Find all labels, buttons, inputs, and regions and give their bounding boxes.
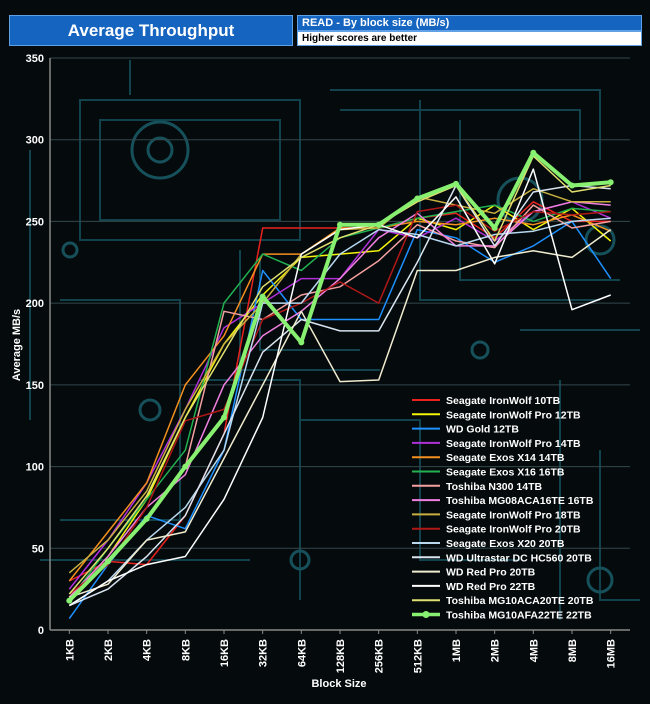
- legend-entry: Seagate IronWolf Pro 20TB: [446, 524, 581, 536]
- series-point: [66, 597, 73, 604]
- circuit-trace: [99, 119, 281, 221]
- y-tick-labels: 0 50 100 150 200 250 300 350: [26, 53, 44, 637]
- series-lines: [66, 149, 614, 620]
- circuit-trace: [419, 100, 600, 301]
- legend-entry: Seagate Exos X14 14TB: [446, 452, 565, 464]
- circuit-trace: [459, 120, 620, 281]
- circuit-trace: [60, 299, 181, 521]
- series-point: [491, 224, 498, 231]
- circuit-trace: [300, 419, 520, 561]
- x-tick-label: 64KB: [296, 639, 308, 667]
- legend-entry: Seagate IronWolf Pro 18TB: [446, 509, 581, 521]
- chart-note: Higher scores are better: [297, 31, 642, 46]
- series-line: [69, 184, 611, 607]
- legend-entry: WD Red Pro 22TB: [446, 581, 536, 593]
- y-tick-label: 200: [26, 298, 44, 310]
- legend-entry: WD Gold 12TB: [446, 424, 519, 436]
- x-tick-label: 2MB: [490, 639, 502, 662]
- x-tick-label: 2KB: [103, 639, 115, 661]
- legend-entry: Toshiba MG10AFA22TE 22TB: [446, 610, 592, 622]
- x-tick-label: 8MB: [567, 639, 579, 662]
- circuit-trace: [79, 99, 301, 241]
- legend-entry: Seagate Exos X16 16TB: [446, 467, 565, 479]
- legend-entry: WD Ultrastar DC HC560 20TB: [446, 552, 592, 564]
- legend-entry: Seagate IronWolf 10TB: [446, 395, 561, 407]
- y-tick-label: 50: [32, 543, 44, 555]
- series-point: [569, 182, 575, 189]
- y-gridlines: [50, 57, 630, 549]
- series-line: [68, 204, 611, 595]
- circuit-node: [470, 340, 490, 360]
- x-tick-label: 512KB: [412, 639, 424, 673]
- legend-marker: [422, 611, 430, 618]
- series-point: [414, 195, 421, 202]
- y-tick-label: 100: [26, 462, 44, 474]
- x-tick-label: 8KB: [180, 639, 192, 661]
- y-tick-label: 0: [38, 625, 44, 637]
- legend-entry: Seagate IronWolf Pro 14TB: [446, 438, 581, 450]
- series-line: [68, 217, 611, 607]
- y-tick-label: 150: [26, 380, 44, 392]
- x-tick-label: 256KB: [374, 639, 386, 673]
- x-tick-labels: 1KB 2KB 4KB 8KB 16KB 32KB 64KB 128KB 256KB 512KB 1…: [64, 639, 617, 673]
- series-point: [259, 293, 266, 300]
- legend-entry: Toshiba N300 14TB: [446, 481, 543, 493]
- circuit-trace: [200, 379, 301, 600]
- series-line: [68, 155, 611, 595]
- x-tick-label: 4MB: [528, 639, 540, 662]
- x-tick-label: 16KB: [219, 639, 231, 667]
- circuit-trace: [330, 89, 601, 160]
- series-point: [221, 414, 227, 421]
- series-point: [105, 558, 111, 565]
- chart-title: Average Throughput: [9, 15, 293, 46]
- legend-entry: Seagate Exos X20 20TB: [446, 538, 565, 550]
- circuit-node: [61, 241, 79, 259]
- x-tick-label: 1MB: [451, 639, 463, 662]
- background-circuit-decoration: [29, 60, 640, 620]
- legend: Seagate IronWolf 10TB Seagate IronWolf Pr…: [412, 395, 594, 622]
- series-point: [143, 515, 150, 522]
- circuit-trace: [599, 450, 640, 601]
- chart-subtitle: READ - By block size (MB/s): [297, 15, 642, 31]
- x-tick-label: 1KB: [64, 639, 76, 661]
- series-point: [375, 221, 382, 228]
- circuit-node: [138, 398, 162, 422]
- series-point: [298, 339, 305, 346]
- series-line: [69, 228, 612, 599]
- y-tick-label: 300: [26, 135, 44, 147]
- chart-axes: [49, 58, 630, 634]
- legend-entry: WD Red Pro 20TB: [446, 567, 536, 579]
- circuit-node: [146, 136, 174, 164]
- circuit-node: [289, 549, 311, 571]
- circuit-node: [586, 566, 614, 594]
- legend-entry: Seagate IronWolf Pro 12TB: [446, 409, 581, 421]
- y-tick-label: 350: [26, 53, 44, 65]
- legend-entry: Toshiba MG08ACA16TE 16TB: [446, 495, 594, 507]
- series-line: [68, 220, 612, 620]
- series-line: [68, 201, 611, 598]
- y-axis-label: Average MB/s: [11, 309, 23, 381]
- x-tick-label: 32KB: [258, 639, 270, 667]
- x-tick-label: 128KB: [335, 639, 347, 673]
- x-tick-label: 16MB: [606, 639, 618, 668]
- series-point: [607, 179, 614, 186]
- circuit-node: [130, 120, 190, 180]
- y-tick-label: 250: [26, 216, 44, 228]
- x-axis-label: Block Size: [311, 678, 366, 690]
- series-point: [337, 221, 343, 228]
- series-point: [453, 180, 459, 187]
- series-point: [530, 149, 537, 156]
- legend-entry: Toshiba MG10ACA20TE 20TB: [446, 595, 594, 607]
- x-tick-label: 4KB: [142, 639, 154, 661]
- series-point: [182, 463, 189, 470]
